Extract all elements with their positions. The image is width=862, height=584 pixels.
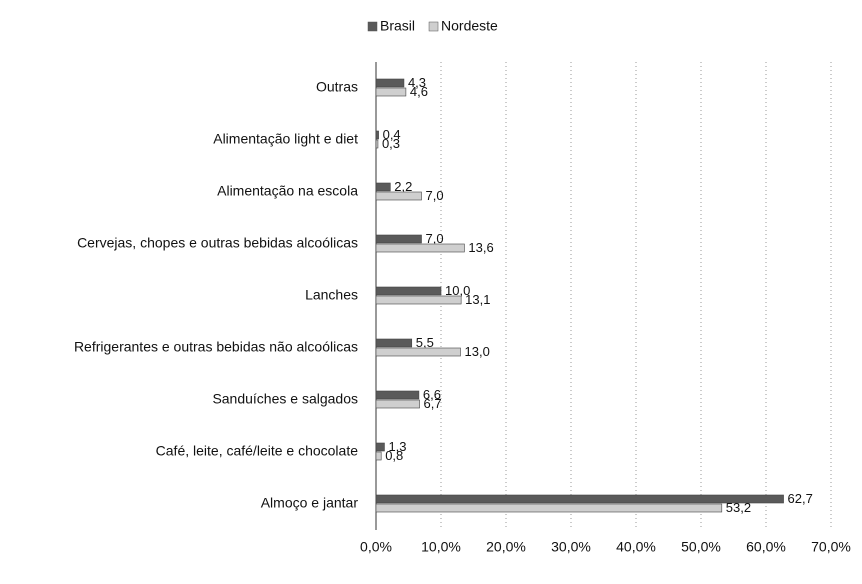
bar — [375, 243, 465, 253]
x-tick-label: 40,0% — [616, 539, 656, 555]
bar — [375, 451, 382, 461]
category-label: Outras — [316, 79, 358, 95]
value-label: 13,1 — [465, 292, 490, 307]
bar — [375, 494, 784, 504]
value-label: 6,7 — [424, 396, 442, 411]
value-label: 5,5 — [416, 335, 434, 350]
legend-swatch — [367, 21, 378, 32]
bar — [375, 234, 422, 244]
category-label: Refrigerantes e outras bebidas não alcoó… — [74, 339, 358, 355]
x-tick-label: 60,0% — [746, 539, 786, 555]
bar — [375, 347, 461, 357]
bar — [375, 442, 385, 452]
legend-label: Nordeste — [441, 18, 498, 34]
bar — [375, 295, 462, 305]
x-tick-label: 10,0% — [421, 539, 461, 555]
x-tick-label: 70,0% — [811, 539, 851, 555]
value-label: 4,3 — [408, 75, 426, 90]
bar — [375, 338, 413, 348]
value-label: 62,7 — [788, 491, 813, 506]
bar — [375, 390, 420, 400]
bar — [375, 130, 379, 140]
x-tick-label: 20,0% — [486, 539, 526, 555]
value-label: 53,2 — [726, 500, 751, 515]
value-label: 13,0 — [465, 344, 490, 359]
value-label: 7,0 — [426, 231, 444, 246]
value-label: 2,2 — [394, 179, 412, 194]
category-label: Cervejas, chopes e outras bebidas alcoól… — [77, 235, 358, 251]
bar — [375, 191, 422, 201]
x-tick-label: 0,0% — [360, 539, 392, 555]
bar — [375, 87, 407, 97]
category-label: Lanches — [305, 287, 358, 303]
value-label: 10,0 — [445, 283, 470, 298]
value-label: 0,8 — [385, 448, 403, 463]
value-label: 4,6 — [410, 84, 428, 99]
bar — [375, 78, 405, 88]
category-label: Alimentação light e diet — [213, 131, 358, 147]
bar — [375, 182, 391, 192]
value-label: 6,6 — [423, 387, 441, 402]
value-label: 1,3 — [388, 439, 406, 454]
value-label: 0,4 — [383, 127, 401, 142]
category-label: Café, leite, café/leite e chocolate — [156, 443, 359, 459]
bar — [375, 399, 420, 409]
x-tick-label: 30,0% — [551, 539, 591, 555]
category-label: Almoço e jantar — [261, 495, 359, 511]
value-label: 7,0 — [426, 188, 444, 203]
legend-label: Brasil — [380, 18, 415, 34]
x-tick-label: 50,0% — [681, 539, 721, 555]
bar — [375, 139, 379, 149]
bar — [375, 286, 442, 296]
value-label: 13,6 — [468, 240, 493, 255]
legend-swatch — [428, 21, 439, 32]
category-label: Sanduíches e salgados — [212, 391, 358, 407]
value-label: 0,3 — [382, 136, 400, 151]
category-label: Alimentação na escola — [217, 183, 358, 199]
bar — [375, 503, 723, 513]
